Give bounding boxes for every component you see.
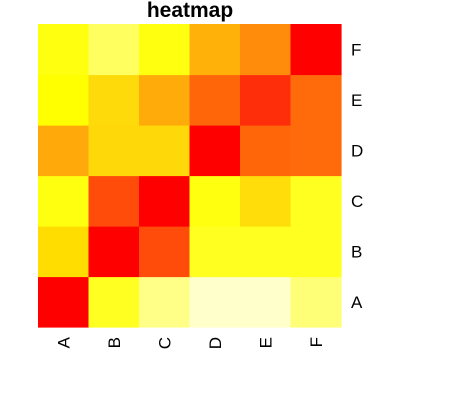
heatmap-cell-C-A (38, 175, 90, 227)
x-tick-label-D: D (206, 337, 225, 349)
heatmap-cell-B-A (38, 226, 90, 278)
heatmap-cell-E-B (88, 74, 140, 126)
y-tick-label-A: A (351, 293, 363, 312)
heatmap-cell-D-F (290, 125, 342, 177)
heatmap-cell-B-C (139, 226, 191, 278)
heatmap-cell-D-C (139, 125, 191, 177)
y-tick-label-B: B (351, 242, 362, 261)
heatmap-cell-A-C (139, 276, 191, 328)
heatmap-cell-F-E (240, 24, 292, 76)
x-tick-label-F: F (307, 337, 326, 347)
heatmap-cell-A-D (189, 276, 241, 328)
heatmap-cell-F-F (290, 24, 342, 76)
heatmap-cell-C-B (88, 175, 140, 227)
heatmap-cell-C-E (240, 175, 292, 227)
heatmap-cell-F-C (139, 24, 191, 76)
heatmap-cell-D-D (189, 125, 241, 177)
heatmap-cell-E-C (139, 74, 191, 126)
y-tick-labels: A B C D E F (351, 40, 363, 312)
heatmap-cell-B-F (290, 226, 342, 278)
heatmap-cell-E-A (38, 74, 90, 126)
heatmap-cell-B-B (88, 226, 140, 278)
heatmap-cell-C-F (290, 175, 342, 227)
heatmap-cell-F-A (38, 24, 90, 76)
heatmap-cell-A-A (38, 276, 90, 328)
y-tick-label-E: E (351, 91, 362, 110)
heatmap-cell-C-C (139, 175, 191, 227)
x-tick-label-C: C (155, 337, 174, 349)
heatmap-cell-B-D (189, 226, 241, 278)
heatmap-cell-D-A (38, 125, 90, 177)
heatmap-cell-B-E (240, 226, 292, 278)
heatmap-cell-C-D (189, 175, 241, 227)
y-tick-label-D: D (351, 141, 363, 160)
chart-title: heatmap (147, 0, 233, 22)
heatmap-cell-F-B (88, 24, 140, 76)
x-tick-label-A: A (54, 336, 73, 348)
x-tick-label-B: B (105, 337, 124, 348)
x-tick-label-E: E (256, 337, 275, 348)
heatmap-cell-F-D (189, 24, 241, 76)
heatmap-cell-E-D (189, 74, 241, 126)
y-tick-label-F: F (351, 40, 361, 59)
heatmap-cell-A-B (88, 276, 140, 328)
heatmap-cell-A-F (290, 276, 342, 328)
heatmap-cell-E-F (290, 74, 342, 126)
y-tick-label-C: C (351, 192, 363, 211)
heatmap-cell-D-E (240, 125, 292, 177)
heatmap-cell-D-B (88, 125, 140, 177)
heatmap-cell-A-E (240, 276, 292, 328)
heatmap-cells (38, 24, 342, 328)
heatmap-cell-E-E (240, 74, 292, 126)
x-tick-labels: A B C D E F (54, 336, 326, 349)
